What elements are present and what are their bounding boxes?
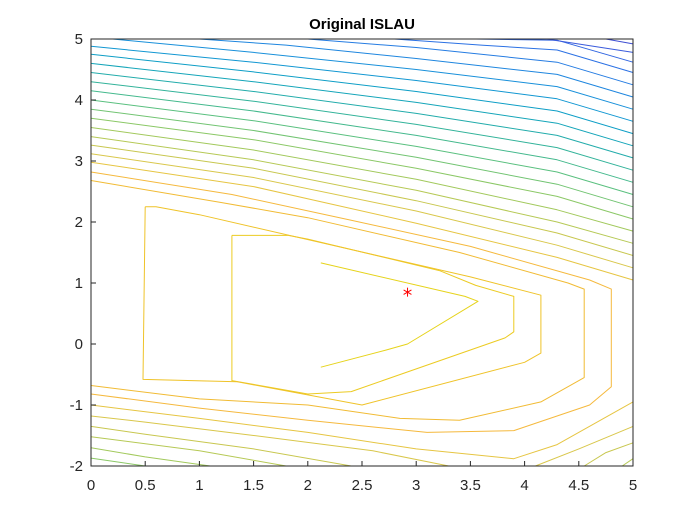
- y-tick-label: -1: [70, 397, 83, 414]
- contour-line-4: [90, 171, 612, 433]
- x-tick-label: 4: [520, 477, 528, 494]
- y-tick-label: 3: [75, 153, 83, 170]
- x-tick-label: 4.5: [568, 477, 589, 494]
- contour-line-3: [90, 180, 585, 421]
- contour-line-16: [90, 127, 634, 232]
- contour-line-19: [90, 457, 146, 467]
- contour-line-17: [90, 447, 211, 467]
- x-axis: 0 0.5 1 1.5 2 2.5 3 3.5 4 4.5 5: [87, 461, 637, 494]
- contour-line-7: [90, 153, 634, 269]
- contour-line-8: [535, 425, 634, 467]
- contour-line-34: [605, 38, 634, 45]
- contour-line-11: [583, 442, 634, 467]
- x-tick-label: 1.5: [243, 477, 264, 494]
- y-tick-label: 5: [75, 31, 83, 48]
- contour-line-2: [142, 206, 542, 406]
- x-tick-label: 0: [87, 477, 95, 494]
- contour-line-23: [90, 81, 634, 171]
- contour-line-29: [199, 38, 634, 98]
- contour-line-24: [90, 72, 634, 159]
- contour-line-9: [90, 415, 449, 467]
- contour-line-14: [621, 458, 634, 467]
- contour-line-10: [90, 144, 634, 256]
- contour-line-28: [112, 38, 634, 110]
- contour-line-25: [90, 62, 634, 147]
- y-tick-label: 1: [75, 275, 83, 292]
- contour-line-13: [90, 136, 634, 244]
- optimum-marker: [403, 287, 412, 297]
- contour-line-5: [90, 161, 634, 281]
- contour-lines: [90, 38, 634, 467]
- contour-line-30: [307, 38, 634, 86]
- x-tick-label: 3: [412, 477, 420, 494]
- contour-line-21: [90, 99, 634, 195]
- y-tick-label: 0: [75, 336, 83, 353]
- contour-line-12: [90, 425, 352, 467]
- contour-line-20: [90, 108, 634, 208]
- y-tick-label: 2: [75, 214, 83, 231]
- plot-area: [90, 38, 634, 467]
- x-tick-label: 3.5: [460, 477, 481, 494]
- x-tick-label: 2.5: [352, 477, 373, 494]
- contour-line-31: [394, 38, 634, 73]
- asterisk-marker: [403, 287, 412, 297]
- contour-line-15: [90, 436, 287, 467]
- contour-line-26: [90, 53, 634, 135]
- x-tick-label: 0.5: [135, 477, 156, 494]
- y-tick-label: -2: [70, 458, 83, 475]
- contour-line-27: [90, 45, 634, 122]
- contour-line-6: [90, 401, 634, 460]
- contour-line-0: [320, 262, 479, 368]
- x-tick-label: 5: [629, 477, 637, 494]
- chart-title: Original ISLAU: [309, 16, 415, 33]
- contour-line-33: [546, 38, 634, 53]
- contour-line-18: [90, 117, 634, 220]
- x-tick-label: 2: [304, 477, 312, 494]
- y-tick-label: 4: [75, 92, 83, 109]
- asterisk-stroke-2: [403, 289, 412, 295]
- x-tick-label: 1: [195, 477, 203, 494]
- contour-line-22: [90, 90, 634, 183]
- y-axis: -2 -1 0 1 2 3 4 5: [70, 31, 96, 475]
